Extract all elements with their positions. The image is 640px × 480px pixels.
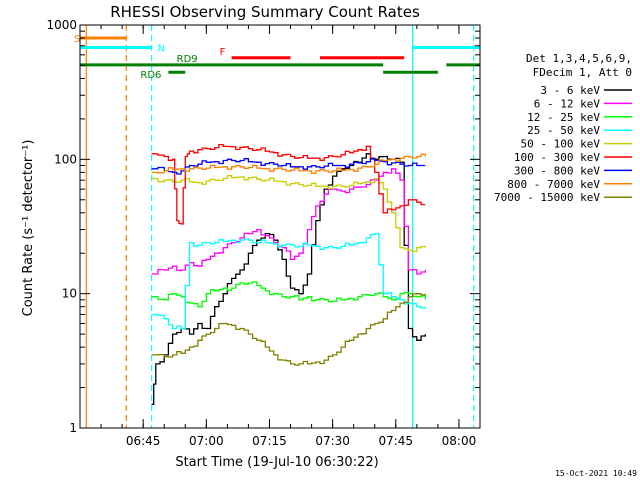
series-line-4 [151, 175, 426, 253]
x-tick-label: 08:00 [442, 434, 477, 448]
series-line-7 [151, 153, 426, 174]
x-axis-ticks: 06:45 07:00 07:15 07:30 07:45 08:00 [79, 25, 481, 448]
series-line-1 [151, 168, 426, 275]
legend-entry-label: 800 - 7000 keV [507, 178, 600, 191]
series-line-2 [151, 281, 426, 308]
legend-entry-label: 7000 - 15000 keV [494, 191, 600, 204]
legend: Det 1,3,4,5,6,9,FDecim 1, Att 0 3 - 6 keV… [494, 52, 632, 204]
legend-entry-label: 300 - 800 keV [514, 164, 600, 177]
y-tick-label: 10 [62, 287, 77, 301]
x-tick-label: 06:45 [126, 434, 161, 448]
legend-header-line: FDecim 1, Att 0 [533, 66, 632, 79]
y-tick-label: 1 [69, 421, 77, 435]
timestamp: 15-Oct-2021 10:49 [555, 469, 637, 478]
y-axis-ticks: 1 10 100 1000 [46, 18, 480, 435]
plot-frame [79, 24, 481, 429]
instrument-state-bars: S N F RD9 RD6 [74, 34, 480, 81]
state-bar-label-f: F [220, 47, 226, 58]
state-bar-label-s: S [74, 34, 80, 45]
x-tick-label: 07:00 [189, 434, 224, 448]
chart-title: RHESSI Observing Summary Count Rates [110, 3, 420, 21]
series-lines [151, 143, 426, 405]
y-axis-label: Count Rate (s⁻¹ detector⁻¹) [21, 140, 36, 317]
vertical-markers [85, 25, 475, 428]
legend-entry-label: 12 - 25 keV [527, 111, 600, 124]
state-bar-label-rd6: RD6 [140, 70, 161, 81]
x-tick-label: 07:45 [378, 434, 413, 448]
legend-header-line: Det 1,3,4,5,6,9, [526, 52, 632, 65]
legend-entry-label: 100 - 300 keV [514, 151, 600, 164]
x-axis-label: Start Time (19-Jul-10 06:30:22) [175, 455, 378, 470]
legend-entry-label: 50 - 100 keV [521, 138, 601, 151]
series-line-5 [151, 143, 426, 225]
x-tick-label: 07:15 [252, 434, 287, 448]
legend-entry-label: 25 - 50 keV [527, 124, 600, 137]
y-tick-label: 100 [54, 152, 77, 166]
x-tick-label: 07:30 [315, 434, 350, 448]
series-line-8 [151, 293, 426, 366]
series-line-0 [151, 153, 426, 405]
legend-entry-label: 6 - 12 keV [534, 97, 601, 110]
series-line-3 [151, 232, 426, 330]
legend-entry-label: 3 - 6 keV [540, 84, 600, 97]
y-tick-label: 1000 [46, 18, 77, 32]
state-bar-label-rd9: RD9 [177, 54, 198, 65]
state-bar-label-n: N [158, 43, 165, 54]
